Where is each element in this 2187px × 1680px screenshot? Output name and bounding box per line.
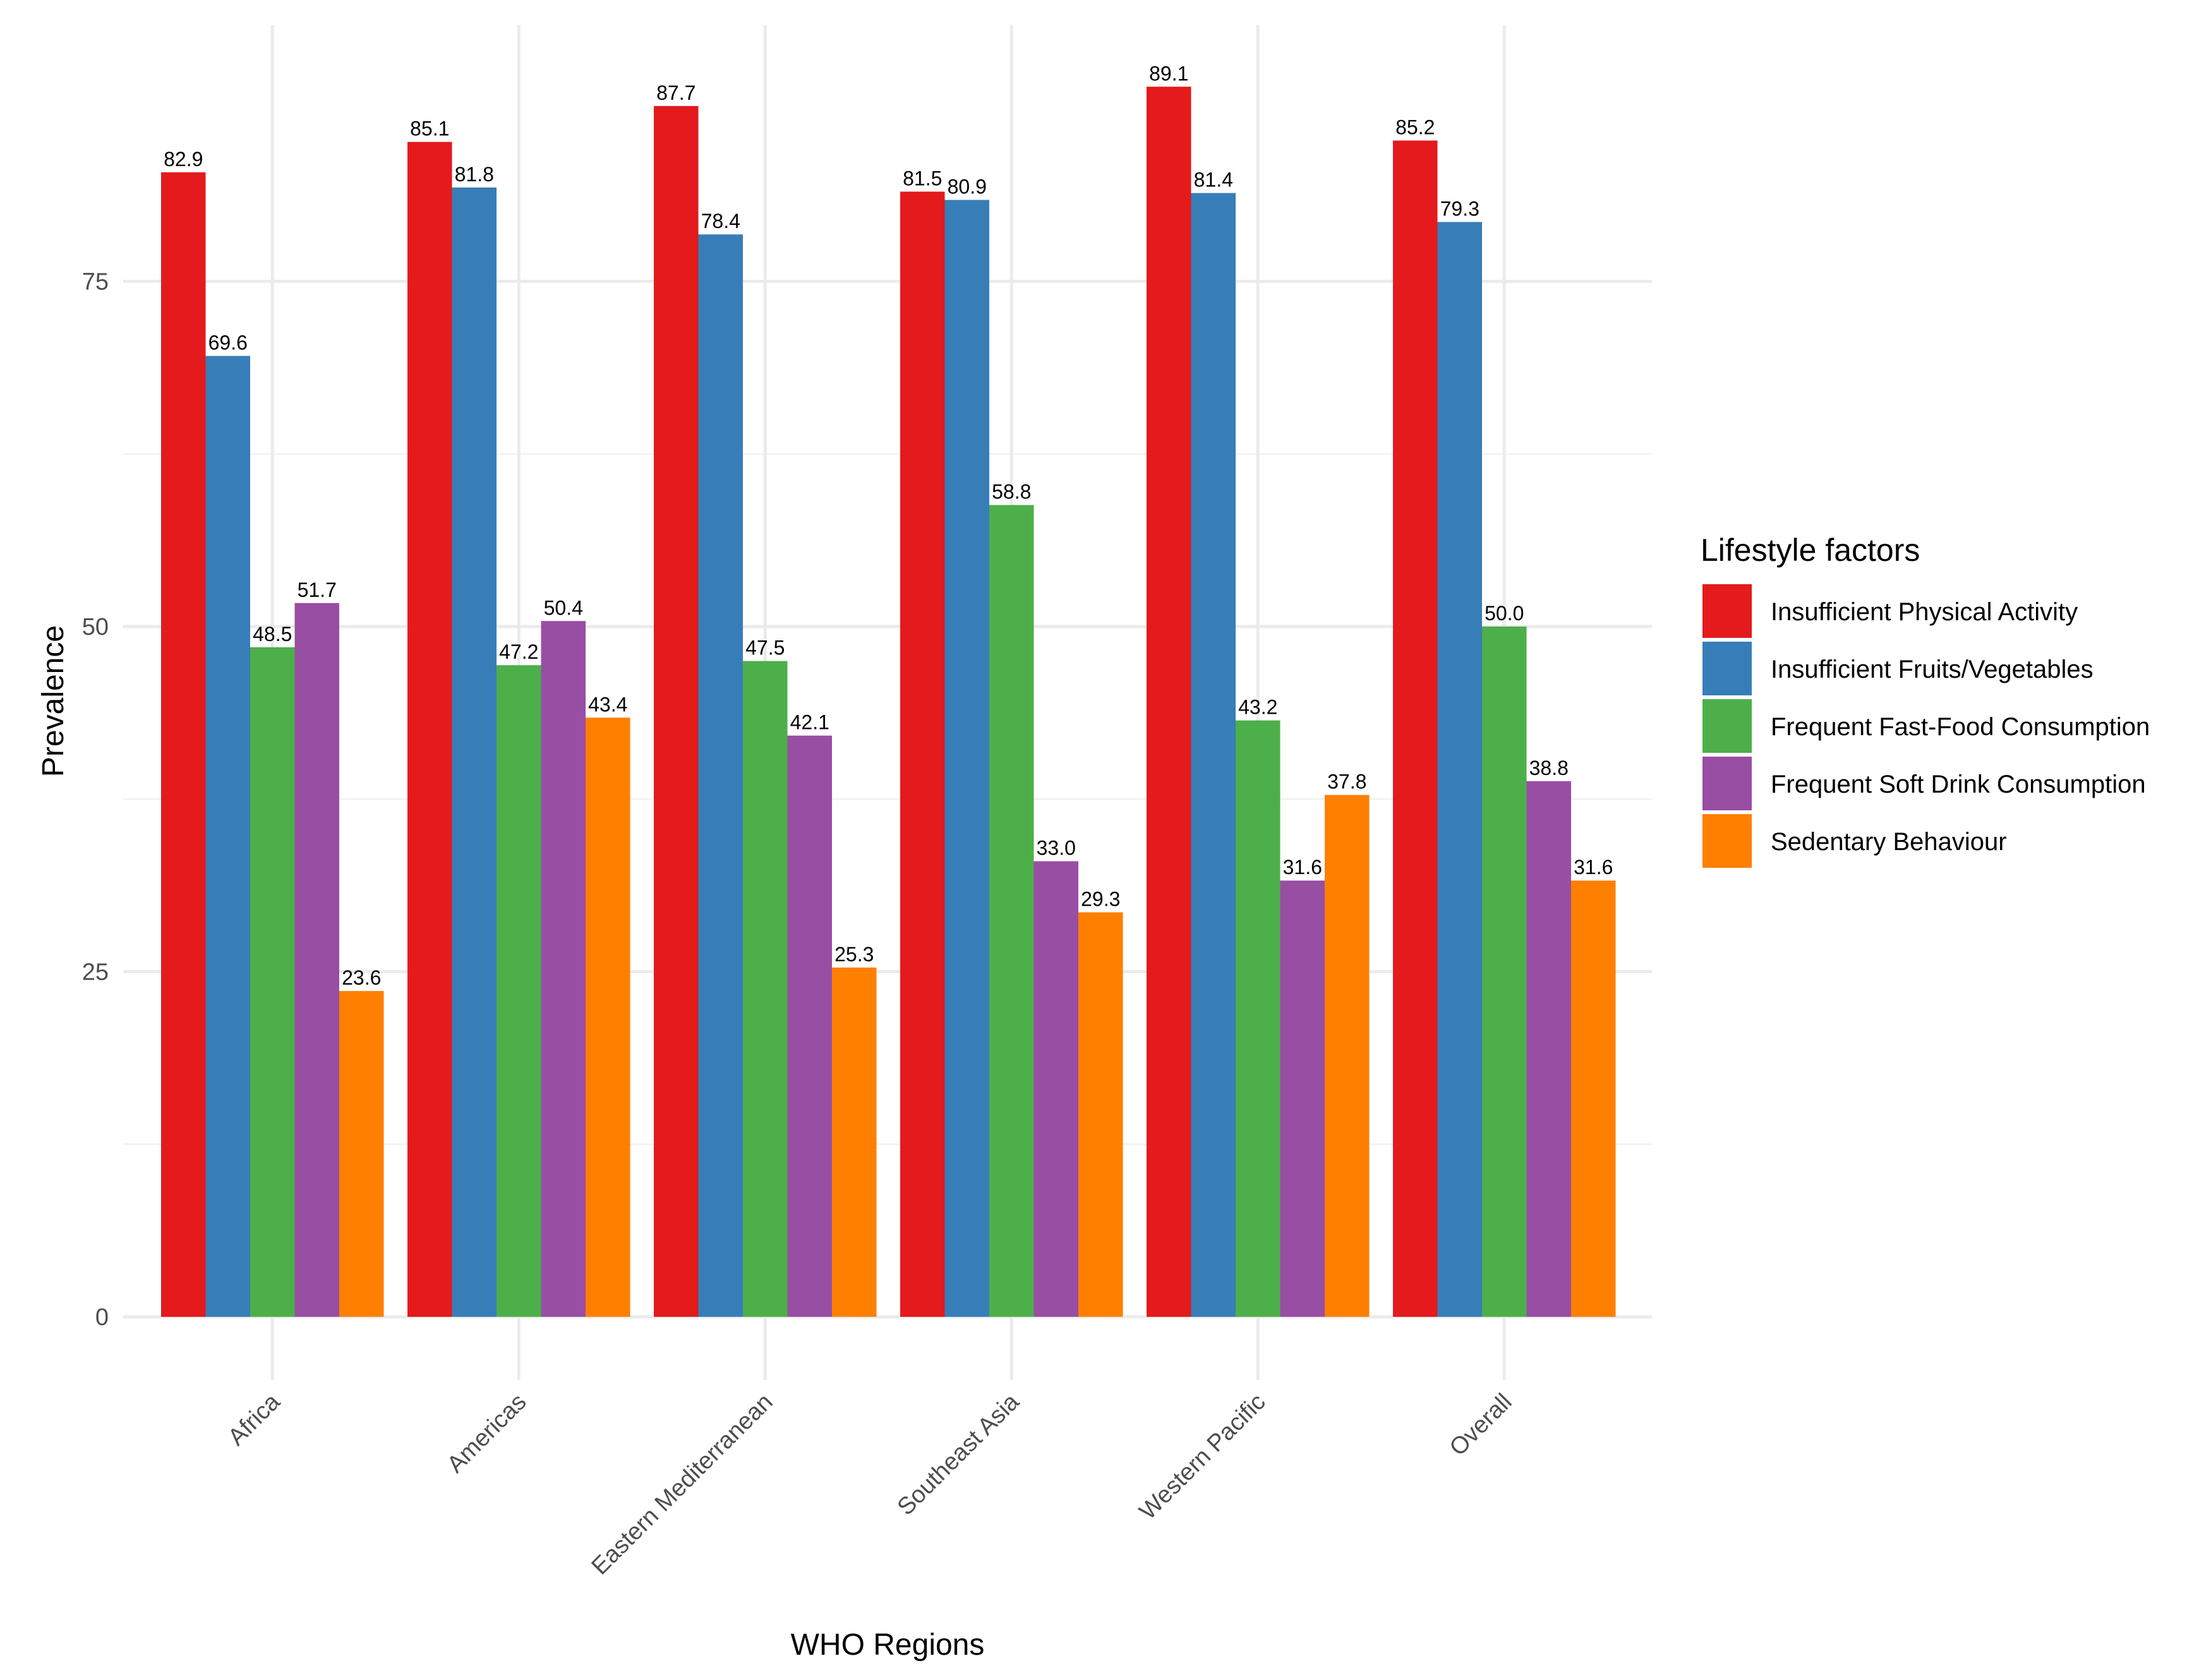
bar [586, 717, 630, 1317]
legend-label: Insufficient Fruits/Vegetables [1771, 656, 2094, 683]
data-label: 31.6 [1283, 856, 1322, 879]
data-label: 81.8 [455, 163, 494, 186]
data-label: 43.2 [1238, 696, 1277, 719]
bar [944, 200, 989, 1317]
data-label: 31.6 [1574, 856, 1613, 879]
bar [787, 735, 832, 1317]
bar [900, 191, 945, 1317]
data-labels: 82.9 69.6 48.5 51.7 23.6 85.1 81.8 47.2 50.4 43.4… [164, 62, 1613, 989]
bars [161, 87, 1616, 1317]
data-label: 82.9 [164, 148, 203, 171]
legend-key [1702, 757, 1752, 810]
legend-key [1702, 699, 1752, 753]
x-tick-label: Eastern Mediterranean [587, 1389, 778, 1580]
data-label: 38.8 [1529, 757, 1569, 779]
legend-label: Sedentary Behaviour [1771, 828, 2007, 856]
y-axis-ticks: 0 25 50 75 [82, 269, 109, 1331]
data-label: 81.5 [903, 167, 942, 189]
data-label: 50.4 [544, 596, 583, 619]
bar [161, 172, 206, 1317]
bar [452, 187, 497, 1317]
x-axis-title: WHO Regions [791, 1628, 985, 1662]
x-axis-ticks: Africa Americas Eastern Mediterranean South… [223, 1388, 1517, 1580]
bar [250, 647, 295, 1317]
data-label: 23.6 [342, 966, 381, 989]
y-tick-label: 0 [95, 1304, 109, 1331]
y-tick-label: 75 [82, 269, 109, 296]
y-tick-label: 50 [82, 614, 109, 640]
legend-title: Lifestyle factors [1701, 532, 1920, 568]
bar [294, 603, 339, 1317]
x-tick-label: Africa [223, 1388, 286, 1451]
bar [497, 665, 541, 1317]
legend-key [1702, 584, 1752, 638]
bar [1236, 720, 1280, 1317]
bar [698, 234, 743, 1317]
bar [1325, 795, 1370, 1317]
bar [654, 105, 699, 1317]
data-label: 79.3 [1440, 198, 1479, 220]
data-label: 47.2 [499, 640, 538, 663]
legend-key [1702, 814, 1752, 868]
bar [407, 141, 452, 1317]
data-label: 29.3 [1081, 888, 1120, 911]
data-label: 43.4 [588, 693, 627, 716]
data-label: 25.3 [834, 943, 874, 966]
legend: Lifestyle factors Insufficient Physical … [1701, 532, 2150, 868]
legend-label: Insufficient Physical Activity [1771, 598, 2078, 626]
data-label: 85.2 [1395, 116, 1435, 139]
bar [1078, 912, 1123, 1317]
bar [989, 505, 1034, 1317]
data-label: 81.4 [1194, 169, 1233, 191]
data-label: 87.7 [656, 81, 696, 104]
bar [832, 967, 877, 1317]
bar [1280, 880, 1325, 1317]
data-label: 42.1 [790, 711, 829, 734]
data-label: 47.5 [745, 637, 785, 659]
y-axis-title: Prevalence [37, 625, 70, 777]
x-tick-label: Western Pacific [1135, 1389, 1271, 1525]
data-label: 48.5 [253, 623, 292, 645]
legend-label: Frequent Soft Drink Consumption [1771, 771, 2146, 798]
data-label: 78.4 [701, 210, 740, 232]
y-tick-label: 25 [82, 959, 109, 986]
bar [205, 356, 250, 1317]
data-label: 89.1 [1149, 62, 1188, 85]
bar [1437, 222, 1482, 1317]
x-tick-label: Americas [442, 1389, 532, 1479]
bar [339, 991, 384, 1317]
bar [1147, 87, 1191, 1317]
data-label: 33.0 [1037, 837, 1076, 860]
data-label: 37.8 [1327, 771, 1366, 793]
data-label: 80.9 [948, 176, 987, 198]
legend-key [1702, 642, 1752, 695]
data-label: 51.7 [298, 579, 337, 601]
bar [541, 621, 586, 1317]
legend-label: Frequent Fast-Food Consumption [1771, 713, 2150, 741]
data-label: 50.0 [1485, 602, 1524, 625]
bar [1191, 193, 1236, 1317]
x-tick-label: Southeast Asia [893, 1388, 1025, 1521]
bar [1393, 140, 1438, 1317]
data-label: 85.1 [410, 117, 449, 140]
data-label: 58.8 [992, 481, 1031, 503]
bar [743, 661, 788, 1317]
bar [1482, 627, 1527, 1317]
x-tick-label: Overall [1445, 1389, 1517, 1461]
bar [1526, 781, 1571, 1317]
bar [1571, 880, 1616, 1317]
bar [1033, 861, 1078, 1317]
data-label: 69.6 [208, 332, 248, 354]
